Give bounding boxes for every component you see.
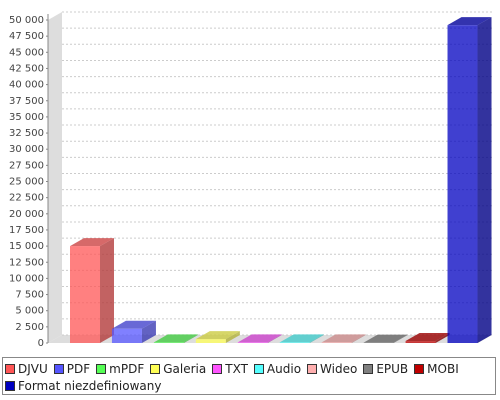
y-tick-label: 7 500 (15, 290, 44, 301)
legend-swatch (307, 363, 318, 374)
legend-label: Audio (266, 361, 302, 376)
bar-top (153, 334, 198, 343)
legend-item: Format niezdefiniowany (5, 377, 161, 394)
legend: DJVU PDF mPDF Galeria TXT Audio Wideo EPUB MOBI F… (2, 357, 496, 395)
legend-swatch (363, 363, 374, 374)
y-tick-label: 40 000 (9, 80, 44, 91)
legend-item: EPUB (363, 360, 408, 377)
legend-label: Galeria (163, 361, 207, 376)
y-tick-label: 30 000 (9, 144, 44, 155)
bar-side (309, 334, 324, 343)
bar-side (183, 334, 198, 343)
bar-side (351, 334, 366, 343)
left-wall (48, 12, 62, 343)
legend-swatch (5, 363, 15, 374)
bar-top (111, 320, 156, 329)
bar-top (363, 334, 408, 343)
bar-side (267, 334, 282, 343)
legend-label: MOBI (427, 361, 459, 376)
legend-label: mPDF (109, 361, 145, 376)
legend-swatch (96, 363, 107, 374)
bar-side (435, 333, 450, 343)
chart: 0 2 500 5 000 7 500 10 000 12 500 15 000 17 500… (9, 11, 492, 349)
legend-item: Audio (253, 360, 302, 377)
y-tick-label: 37 500 (9, 96, 44, 107)
legend-swatch (53, 363, 64, 374)
legend-swatch (212, 363, 223, 374)
bar-top (321, 334, 366, 343)
bar (153, 342, 184, 343)
legend-swatch (150, 363, 161, 374)
legend-item: MOBI (414, 360, 459, 377)
legend-label: Wideo (320, 361, 358, 376)
legend-item: TXT (212, 360, 248, 377)
y-tick-label: 10 000 (9, 273, 44, 284)
bar-top (279, 334, 324, 343)
bar-side (225, 331, 240, 343)
bar-side (393, 334, 408, 343)
legend-item: mPDF (96, 360, 144, 377)
y-tick-label: 20 000 (9, 209, 44, 220)
y-tick-label: 32 500 (9, 128, 44, 139)
bar-top (237, 334, 282, 343)
bar (447, 25, 478, 343)
y-tick-label: 42 500 (9, 63, 44, 74)
y-tick-label: 17 500 (9, 225, 44, 236)
bar-top (447, 17, 492, 26)
bar-top (195, 331, 240, 340)
y-tick-label: 0 (38, 338, 44, 349)
bar (405, 341, 436, 343)
y-tick-label: 15 000 (9, 241, 44, 252)
bar (70, 246, 100, 343)
y-tick-label: 50 000 (9, 15, 44, 26)
bar-side (100, 238, 114, 343)
bar (321, 342, 352, 343)
y-tick-label: 27 500 (9, 160, 44, 171)
bar (111, 328, 142, 343)
legend-item: PDF (53, 360, 91, 377)
y-tick-label: 25 000 (9, 177, 44, 188)
legend-swatch (253, 363, 264, 374)
y-tick-label: 45 000 (9, 47, 44, 58)
legend-item: Wideo (307, 360, 357, 377)
y-tick-label: 5 000 (15, 306, 44, 317)
legend-swatch (5, 380, 15, 391)
legend-item: DJVU (5, 360, 48, 377)
legend-label: PDF (66, 361, 91, 376)
y-tick-label: 35 000 (9, 112, 44, 123)
bar-side (141, 320, 156, 343)
y-tick-label: 2 500 (15, 322, 44, 333)
bar-top (405, 333, 450, 342)
legend-label: DJVU (18, 361, 48, 376)
y-tick-label: 12 500 (9, 257, 44, 268)
legend-label: EPUB (376, 361, 409, 376)
legend-label: TXT (225, 361, 248, 376)
y-tick-label: 22 500 (9, 193, 44, 204)
bar (195, 339, 226, 343)
bar (237, 342, 268, 343)
bar (279, 342, 310, 343)
y-tick-label: 47 500 (9, 31, 44, 42)
bar-side (477, 17, 492, 343)
legend-swatch (414, 363, 425, 374)
legend-label: Format niezdefiniowany (18, 378, 162, 393)
bar-top (70, 238, 114, 247)
legend-item: Galeria (150, 360, 206, 377)
